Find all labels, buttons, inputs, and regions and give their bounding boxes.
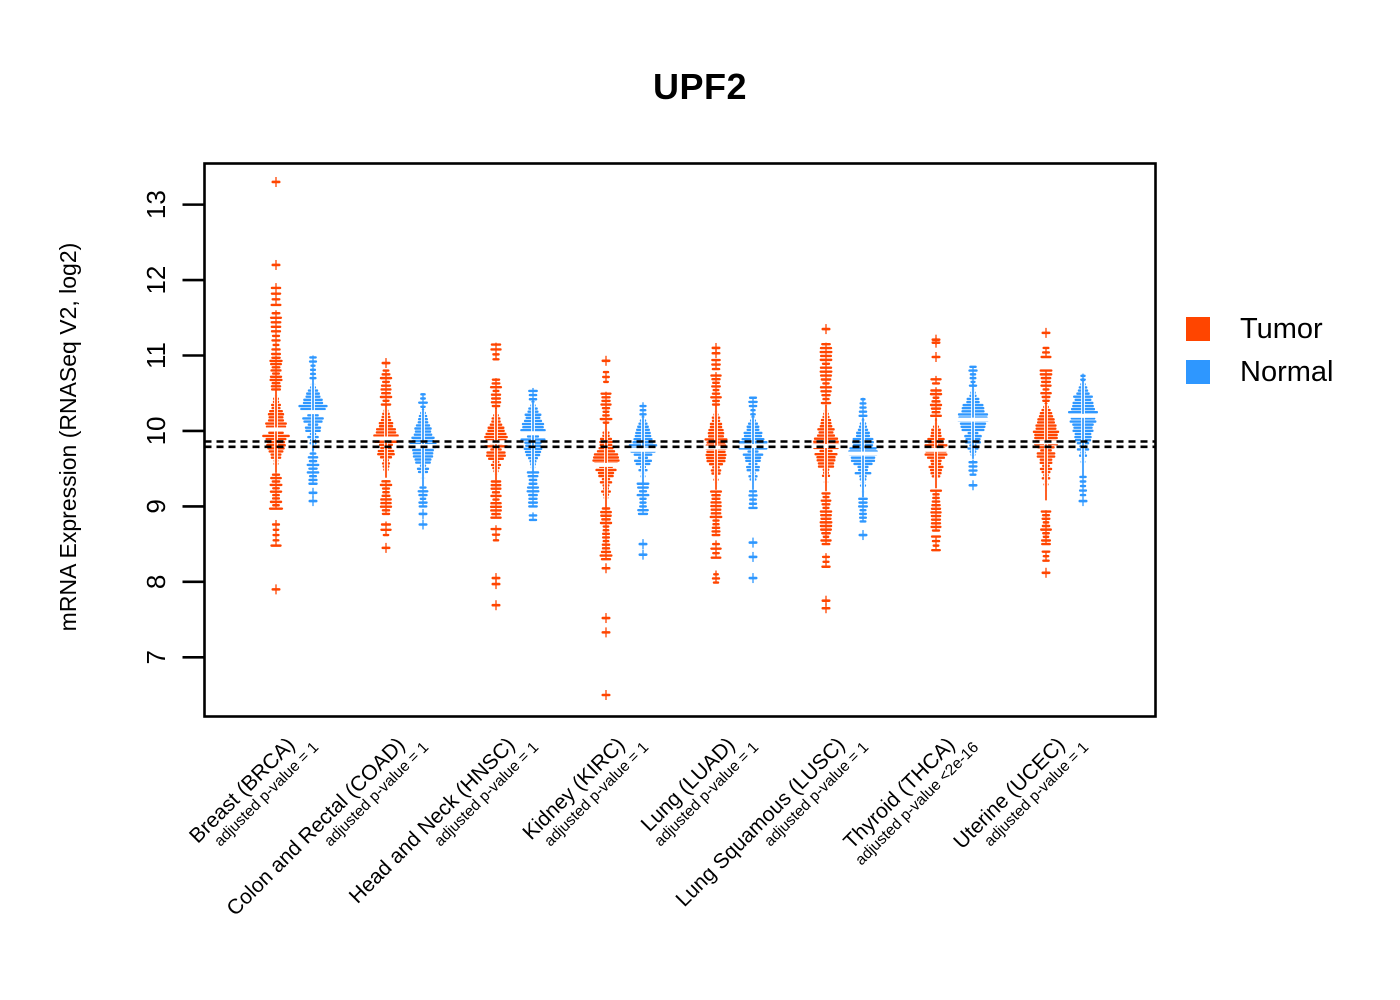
tumor-color-swatch bbox=[1186, 317, 1210, 341]
violin-tumor-4 bbox=[701, 342, 731, 584]
violin-normal-3 bbox=[627, 402, 659, 560]
y-tick-label: 13 bbox=[141, 190, 171, 219]
violin-normal-5 bbox=[847, 397, 879, 541]
median-line bbox=[847, 451, 879, 456]
normal-color-swatch bbox=[1186, 360, 1210, 384]
violin-tumor-2 bbox=[481, 342, 511, 611]
y-tick-label: 11 bbox=[141, 342, 171, 369]
normal-legend-label: Normal bbox=[1240, 356, 1334, 388]
median-line bbox=[954, 417, 992, 422]
plot-box bbox=[203, 162, 1157, 718]
violin-tumor-6 bbox=[921, 334, 951, 552]
cancer-type-label: Colon and Rectal (COAD) bbox=[222, 733, 409, 920]
violin-normal-2 bbox=[517, 387, 549, 522]
violin-tumor-1 bbox=[371, 358, 401, 553]
median-line bbox=[921, 447, 951, 452]
x-group-label-3: Kidney (KIRC)adjusted p-value = 1 bbox=[518, 733, 652, 850]
median-line bbox=[591, 462, 621, 467]
chart-title: UPF2 bbox=[652, 66, 748, 107]
legend: Tumor Normal bbox=[1186, 314, 1333, 387]
y-tick-label: 9 bbox=[141, 499, 171, 513]
y-tick-label: 10 bbox=[141, 416, 171, 445]
violin-tumor-5 bbox=[811, 324, 841, 614]
violin-normal-7 bbox=[1066, 373, 1100, 507]
median-line bbox=[517, 431, 549, 436]
median-line bbox=[627, 447, 659, 452]
violin-tumor-0 bbox=[261, 176, 291, 595]
median-line bbox=[371, 436, 401, 441]
median-line bbox=[1066, 413, 1100, 418]
violin-normal-1 bbox=[407, 393, 439, 530]
y-tick-label: 7 bbox=[141, 650, 171, 664]
median-line bbox=[296, 410, 330, 415]
median-line bbox=[701, 445, 731, 450]
y-tick-label: 12 bbox=[141, 266, 171, 295]
median-line bbox=[811, 444, 841, 449]
y-tick-label: 8 bbox=[141, 575, 171, 589]
violin-tumor-3 bbox=[591, 355, 621, 700]
legend-item-normal: Normal bbox=[1186, 357, 1333, 387]
median-line bbox=[261, 427, 291, 432]
violin-normal-4 bbox=[737, 396, 769, 584]
median-line bbox=[737, 444, 769, 449]
tumor-legend-label: Tumor bbox=[1240, 313, 1323, 345]
x-group-label-1: Colon and Rectal (COAD)adjusted p-value … bbox=[222, 733, 432, 920]
x-group-label-5: Lung Squamous (LUSC)adjusted p-value = 1 bbox=[671, 733, 872, 911]
legend-item-tumor: Tumor bbox=[1186, 314, 1333, 344]
violin-tumor-7 bbox=[1030, 327, 1062, 578]
violin-normal-0 bbox=[296, 355, 330, 507]
violin-normal-6 bbox=[954, 365, 992, 491]
